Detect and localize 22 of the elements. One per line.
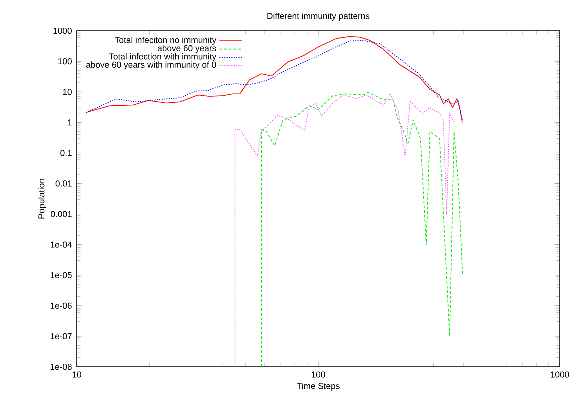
legend-label: Total infection with immunity: [109, 53, 217, 62]
y-tick-label: 0.1: [60, 150, 72, 156]
legend-label: above 60 years with immunity of 0: [86, 62, 216, 70]
y-tick-label: 1: [68, 120, 72, 126]
x-tick-label: 100: [312, 372, 326, 378]
chart-title: Different immunity patterns: [268, 12, 370, 21]
y-tick-label: 1e-07: [50, 333, 72, 340]
legend-label: above 60 years: [158, 45, 216, 54]
y-tick-label: 10: [63, 89, 72, 96]
y-tick-label: 100: [58, 58, 72, 65]
y-tick-label: 1000: [54, 28, 72, 34]
x-tick-label: 1000: [551, 372, 570, 378]
y-tick-label: 1e-04: [50, 242, 72, 248]
legend-label: Total infeciton no immunity: [115, 36, 217, 45]
y-tick-label: 1e-06: [50, 302, 72, 309]
x-axis-title: Time Steps: [297, 382, 340, 391]
y-tick-label: 0.01: [56, 180, 72, 187]
y-tick-label: 1e-08: [50, 364, 72, 370]
x-tick-label: 10: [72, 372, 82, 378]
y-tick-label: 0.001: [51, 211, 72, 218]
y-tick-label: 1e-05: [50, 272, 72, 278]
y-axis-title: Population: [38, 179, 46, 219]
